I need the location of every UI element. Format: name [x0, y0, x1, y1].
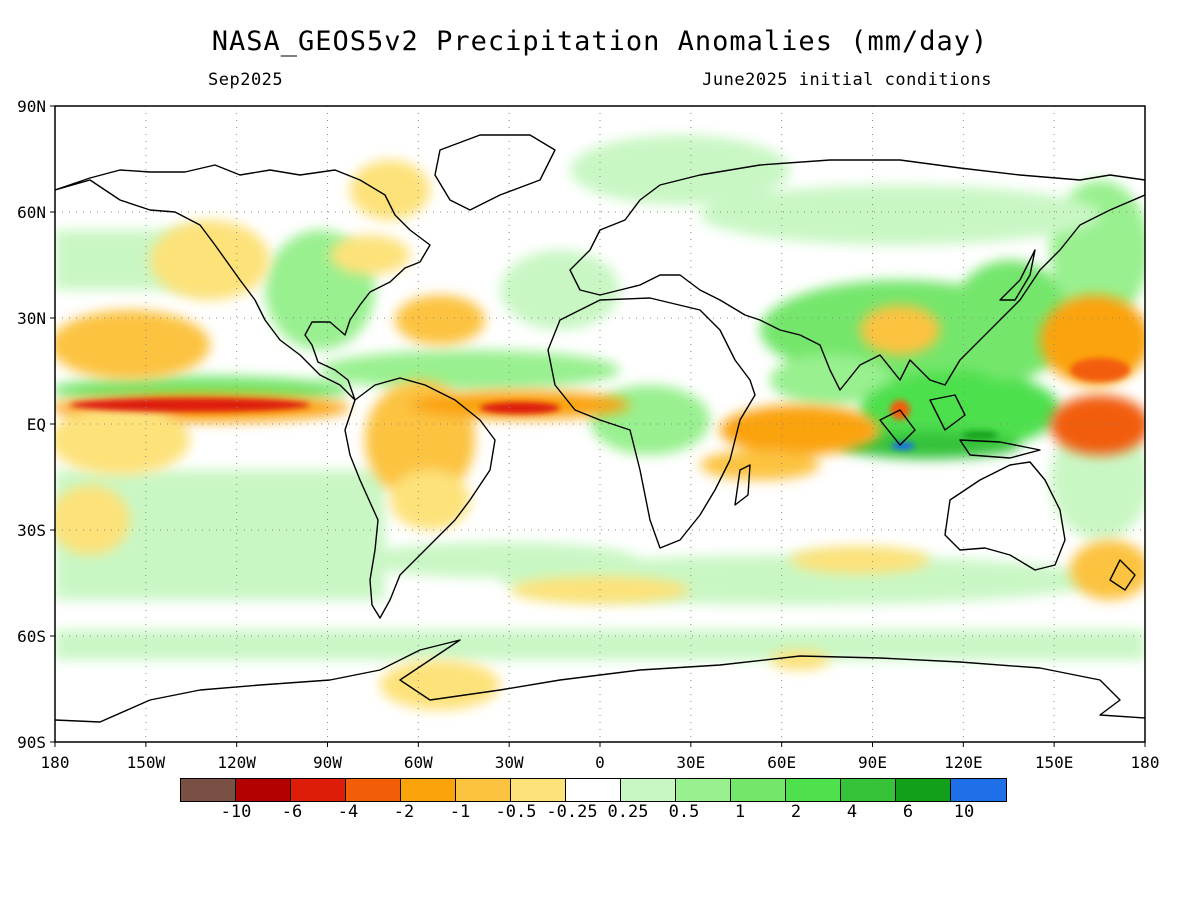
longitude-label: 150W [127, 753, 166, 772]
south-america-coast [344, 377, 496, 619]
longitude-label: 120E [944, 753, 983, 772]
new-zealand-coast [1109, 559, 1136, 591]
latitude-label: 30N [17, 309, 46, 328]
latitude-label: 90N [17, 97, 46, 116]
longitude-label: 180 [1131, 753, 1160, 772]
colorbar-label: -0.5 [495, 802, 537, 822]
japan-coast [999, 249, 1036, 301]
longitude-label: 150E [1035, 753, 1074, 772]
colorbar-swatch [786, 779, 841, 801]
longitude-label: 120W [217, 753, 256, 772]
coastlines [55, 134, 1145, 723]
colorbar-label: 4 [846, 802, 858, 822]
colorbar-label: 10 [953, 802, 975, 822]
colorbar-swatch [236, 779, 291, 801]
latitude-label: 60N [17, 203, 46, 222]
initial-conditions-label: June2025 initial conditions [702, 70, 992, 90]
colorbar-label: -10 [220, 802, 252, 822]
colorbar-swatch [731, 779, 786, 801]
colorbar-label: 2 [790, 802, 802, 822]
colorbar-swatch [346, 779, 401, 801]
colorbar-label: -2 [393, 802, 415, 822]
latitude-label: 30S [17, 521, 46, 540]
colorbar-label: 0.5 [668, 802, 700, 822]
colorbar-swatch [401, 779, 456, 801]
colorbar-swatch [456, 779, 511, 801]
colorbar-swatch [566, 779, 621, 801]
grid-lines [55, 106, 1145, 742]
australia-coast [944, 461, 1066, 571]
colorbar-swatch [291, 779, 346, 801]
colorbar-swatch [511, 779, 566, 801]
colorbar [180, 778, 1007, 802]
latitude-label: 60S [17, 627, 46, 646]
colorbar-swatch [841, 779, 896, 801]
antarctica-coast [55, 639, 1145, 723]
longitude-label: 0 [595, 753, 605, 772]
longitude-label: 90W [313, 753, 342, 772]
latitude-label: 90S [17, 733, 46, 752]
colorbar-swatch [896, 779, 951, 801]
latitude-axis: 90N 60N 30N EQ 30S 60S 90S [17, 97, 55, 752]
strong-anomaly-cores [70, 358, 1130, 450]
africa-coast [547, 297, 756, 549]
longitude-axis: 180 150W 120W 90W 60W 30W 0 30E 60E 90E 120E 150E 18… [41, 742, 1160, 772]
dry-anomaly-regions [55, 160, 1145, 710]
colorbar-label: 1 [734, 802, 746, 822]
anomaly-field [55, 135, 1145, 710]
madagascar-coast [734, 464, 751, 506]
latitude-label: EQ [27, 415, 46, 434]
longitude-label: 60E [767, 753, 796, 772]
colorbar-swatch [951, 779, 1006, 801]
longitude-label: 30W [495, 753, 524, 772]
eurasia-coast [569, 159, 1145, 391]
longitude-label: 30E [676, 753, 705, 772]
map-title: NASA_GEOS5v2 Precipitation Anomalies (mm… [211, 26, 989, 57]
north-america-coast [55, 164, 431, 401]
forecast-month: Sep2025 [208, 70, 284, 90]
colorbar-label: -1 [449, 802, 471, 822]
colorbar-swatch [181, 779, 236, 801]
colorbar-label: 6 [902, 802, 914, 822]
colorbar-swatch [676, 779, 731, 801]
indonesia-islands [879, 394, 1041, 459]
colorbar-label: -0.25 [546, 802, 598, 822]
longitude-label: 180 [41, 753, 70, 772]
colorbar-label: -4 [337, 802, 359, 822]
colorbar-label: 0.25 [607, 802, 649, 822]
greenland-coast [434, 134, 556, 211]
longitude-label: 60W [404, 753, 433, 772]
longitude-label: 90E [858, 753, 887, 772]
colorbar-label: -6 [281, 802, 303, 822]
colorbar-swatch [621, 779, 676, 801]
